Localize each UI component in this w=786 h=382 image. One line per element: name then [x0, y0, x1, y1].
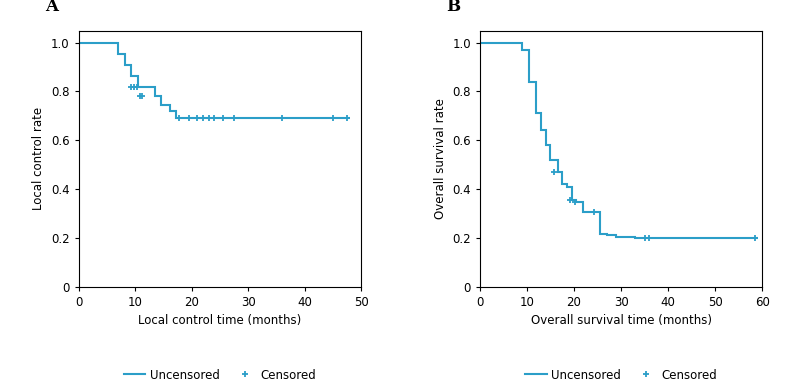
Text: B: B [446, 0, 460, 15]
Text: A: A [45, 0, 57, 15]
Legend: Uncensored, Censored: Uncensored, Censored [119, 364, 321, 382]
Legend: Uncensored, Censored: Uncensored, Censored [520, 364, 722, 382]
Y-axis label: Local control rate: Local control rate [32, 107, 46, 210]
X-axis label: Overall survival time (months): Overall survival time (months) [531, 314, 711, 327]
X-axis label: Local control time (months): Local control time (months) [138, 314, 302, 327]
Y-axis label: Overall survival rate: Overall survival rate [434, 98, 446, 219]
